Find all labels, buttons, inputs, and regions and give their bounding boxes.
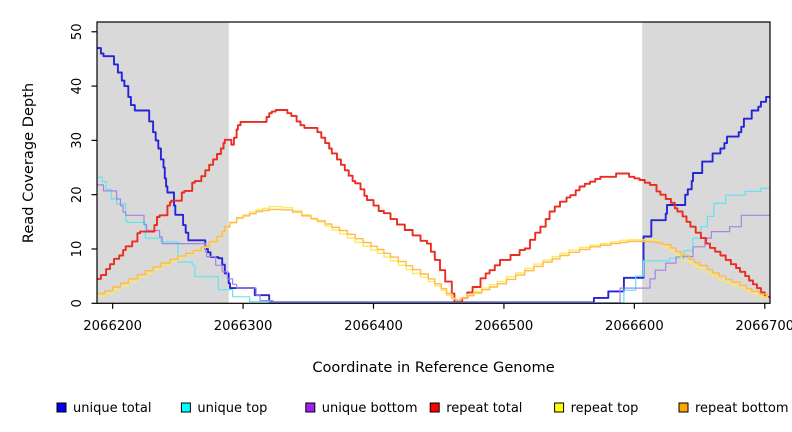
y-tick-label: 20 (70, 186, 85, 203)
series-lines (97, 47, 770, 304)
legend-item-unique-top: unique top (180, 401, 267, 416)
series-line-unique-total (97, 47, 770, 304)
y-axis: 0 10 20 30 40 50 (70, 23, 97, 307)
x-tick-label: 2066700 (735, 319, 792, 334)
y-tick-label: 10 (70, 241, 85, 258)
plot-border (96, 21, 771, 304)
y-axis-title: Read Coverage Depth (20, 83, 37, 243)
legend-swatch-repeat-top (554, 402, 565, 413)
legend-label-repeat-total: repeat total (446, 401, 522, 416)
legend-item-unique-total: unique total (56, 401, 151, 416)
legend-label-repeat-top: repeat top (571, 401, 639, 416)
legend-swatch-unique-top (180, 402, 191, 413)
shaded-region-1 (642, 22, 770, 304)
legend-label-unique-total: unique total (73, 401, 151, 416)
legend-swatch-repeat-total (429, 402, 440, 413)
y-tick-label: 30 (70, 132, 85, 149)
x-tick-label: 2066500 (475, 319, 534, 334)
legend-item-repeat-total: repeat total (429, 401, 522, 416)
legend-label-unique-bottom: unique bottom (322, 401, 418, 416)
legend-swatch-unique-total (56, 402, 67, 413)
legend-swatch-repeat-bottom (678, 402, 689, 413)
y-tick-label: 50 (70, 23, 85, 40)
x-axis-title: Coordinate in Reference Genome (312, 359, 554, 376)
legend-label-unique-top: unique top (197, 401, 267, 416)
y-tick-label: 0 (70, 299, 85, 307)
x-tick-label: 2066600 (605, 319, 664, 334)
series-line-repeat-total (97, 109, 770, 302)
x-tick-label: 2066300 (214, 319, 273, 334)
legend-item-repeat-top: repeat top (554, 401, 639, 416)
series-line-repeat-bottom (97, 208, 769, 301)
legend-label-repeat-bottom: repeat bottom (695, 401, 789, 416)
legend-swatch-unique-bottom (305, 402, 316, 413)
legend: unique total unique top unique bottom repea… (56, 401, 789, 416)
legend-item-unique-bottom: unique bottom (305, 401, 418, 416)
x-tick-label: 2066200 (83, 319, 142, 334)
x-tick-label: 2066400 (344, 319, 403, 334)
series-line-unique-top (97, 176, 770, 304)
series-line-unique-bottom (97, 184, 770, 304)
y-tick-label: 40 (70, 78, 85, 95)
x-axis: 2066200 2066300 2066400 2066500 2066600 20667… (83, 303, 792, 334)
legend-item-repeat-bottom: repeat bottom (678, 401, 789, 416)
